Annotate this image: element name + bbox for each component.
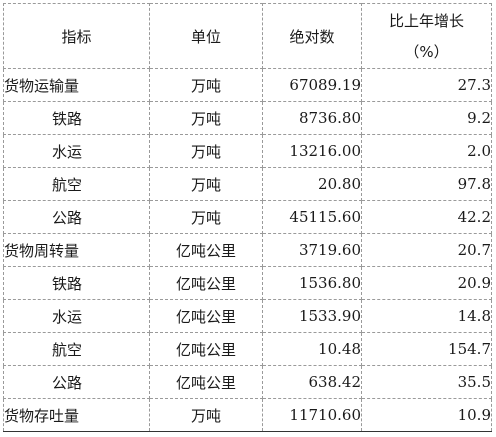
row-absolute: 10.48 xyxy=(262,332,362,366)
row-indicator: 货物运输量 xyxy=(3,68,150,102)
freight-statistics-table: 指标 单位 绝对数 比上年增长 （%） 货物运输量 万吨 67089.19 27… xyxy=(3,3,492,432)
table-row: 航空 万吨 20.80 97.8 xyxy=(3,167,492,201)
row-indicator: 航空 xyxy=(3,167,150,201)
table-row: 铁路 亿吨公里 1536.80 20.9 xyxy=(3,266,492,300)
header-row: 指标 单位 绝对数 比上年增长 （%） xyxy=(3,3,492,69)
header-indicator: 指标 xyxy=(3,3,150,69)
row-absolute: 1533.90 xyxy=(262,299,362,333)
row-unit: 亿吨公里 xyxy=(149,266,263,300)
row-absolute: 11710.60 xyxy=(262,398,362,432)
header-absolute: 绝对数 xyxy=(262,3,362,69)
row-unit: 万吨 xyxy=(149,200,263,234)
row-indicator: 货物周转量 xyxy=(3,233,150,267)
row-growth: 2.0 xyxy=(361,134,492,168)
row-indicator: 水运 xyxy=(3,299,150,333)
row-growth: 20.9 xyxy=(361,266,492,300)
row-growth: 154.7 xyxy=(361,332,492,366)
row-growth: 10.9 xyxy=(361,398,492,432)
row-absolute: 1536.80 xyxy=(262,266,362,300)
row-indicator: 铁路 xyxy=(3,101,150,135)
table-row: 公路 亿吨公里 638.42 35.5 xyxy=(3,365,492,399)
row-growth: 27.3 xyxy=(361,68,492,102)
row-growth: 14.8 xyxy=(361,299,492,333)
header-unit: 单位 xyxy=(149,3,263,69)
row-absolute: 67089.19 xyxy=(262,68,362,102)
row-unit: 万吨 xyxy=(149,398,263,432)
row-growth: 9.2 xyxy=(361,101,492,135)
row-absolute: 638.42 xyxy=(262,365,362,399)
row-indicator: 货物存吐量 xyxy=(3,398,150,432)
row-absolute: 3719.60 xyxy=(262,233,362,267)
row-growth: 20.7 xyxy=(361,233,492,267)
table-body: 货物运输量 万吨 67089.19 27.3 铁路 万吨 8736.80 9.2… xyxy=(3,68,492,432)
table-row: 货物运输量 万吨 67089.19 27.3 xyxy=(3,68,492,102)
header-growth-unit: （%） xyxy=(404,43,449,61)
row-unit: 亿吨公里 xyxy=(149,233,263,267)
table-row: 水运 亿吨公里 1533.90 14.8 xyxy=(3,299,492,333)
header-growth-label: 比上年增长 xyxy=(388,12,464,30)
row-unit: 亿吨公里 xyxy=(149,299,263,333)
table-header: 指标 单位 绝对数 比上年增长 （%） xyxy=(3,3,492,69)
table-row: 航空 亿吨公里 10.48 154.7 xyxy=(3,332,492,366)
row-growth: 35.5 xyxy=(361,365,492,399)
row-indicator: 水运 xyxy=(3,134,150,168)
header-growth: 比上年增长 （%） xyxy=(361,3,492,69)
row-unit: 万吨 xyxy=(149,68,263,102)
row-indicator: 公路 xyxy=(3,365,150,399)
row-unit: 万吨 xyxy=(149,134,263,168)
row-absolute: 8736.80 xyxy=(262,101,362,135)
row-indicator: 公路 xyxy=(3,200,150,234)
row-absolute: 45115.60 xyxy=(262,200,362,234)
table-row: 货物存吐量 万吨 11710.60 10.9 xyxy=(3,398,492,432)
row-indicator: 航空 xyxy=(3,332,150,366)
table-row: 货物周转量 亿吨公里 3719.60 20.7 xyxy=(3,233,492,267)
row-growth: 97.8 xyxy=(361,167,492,201)
table-row: 铁路 万吨 8736.80 9.2 xyxy=(3,101,492,135)
row-growth: 42.2 xyxy=(361,200,492,234)
row-indicator: 铁路 xyxy=(3,266,150,300)
row-unit: 万吨 xyxy=(149,101,263,135)
row-absolute: 20.80 xyxy=(262,167,362,201)
table-row: 水运 万吨 13216.00 2.0 xyxy=(3,134,492,168)
row-absolute: 13216.00 xyxy=(262,134,362,168)
row-unit: 亿吨公里 xyxy=(149,365,263,399)
table-row: 公路 万吨 45115.60 42.2 xyxy=(3,200,492,234)
row-unit: 亿吨公里 xyxy=(149,332,263,366)
row-unit: 万吨 xyxy=(149,167,263,201)
